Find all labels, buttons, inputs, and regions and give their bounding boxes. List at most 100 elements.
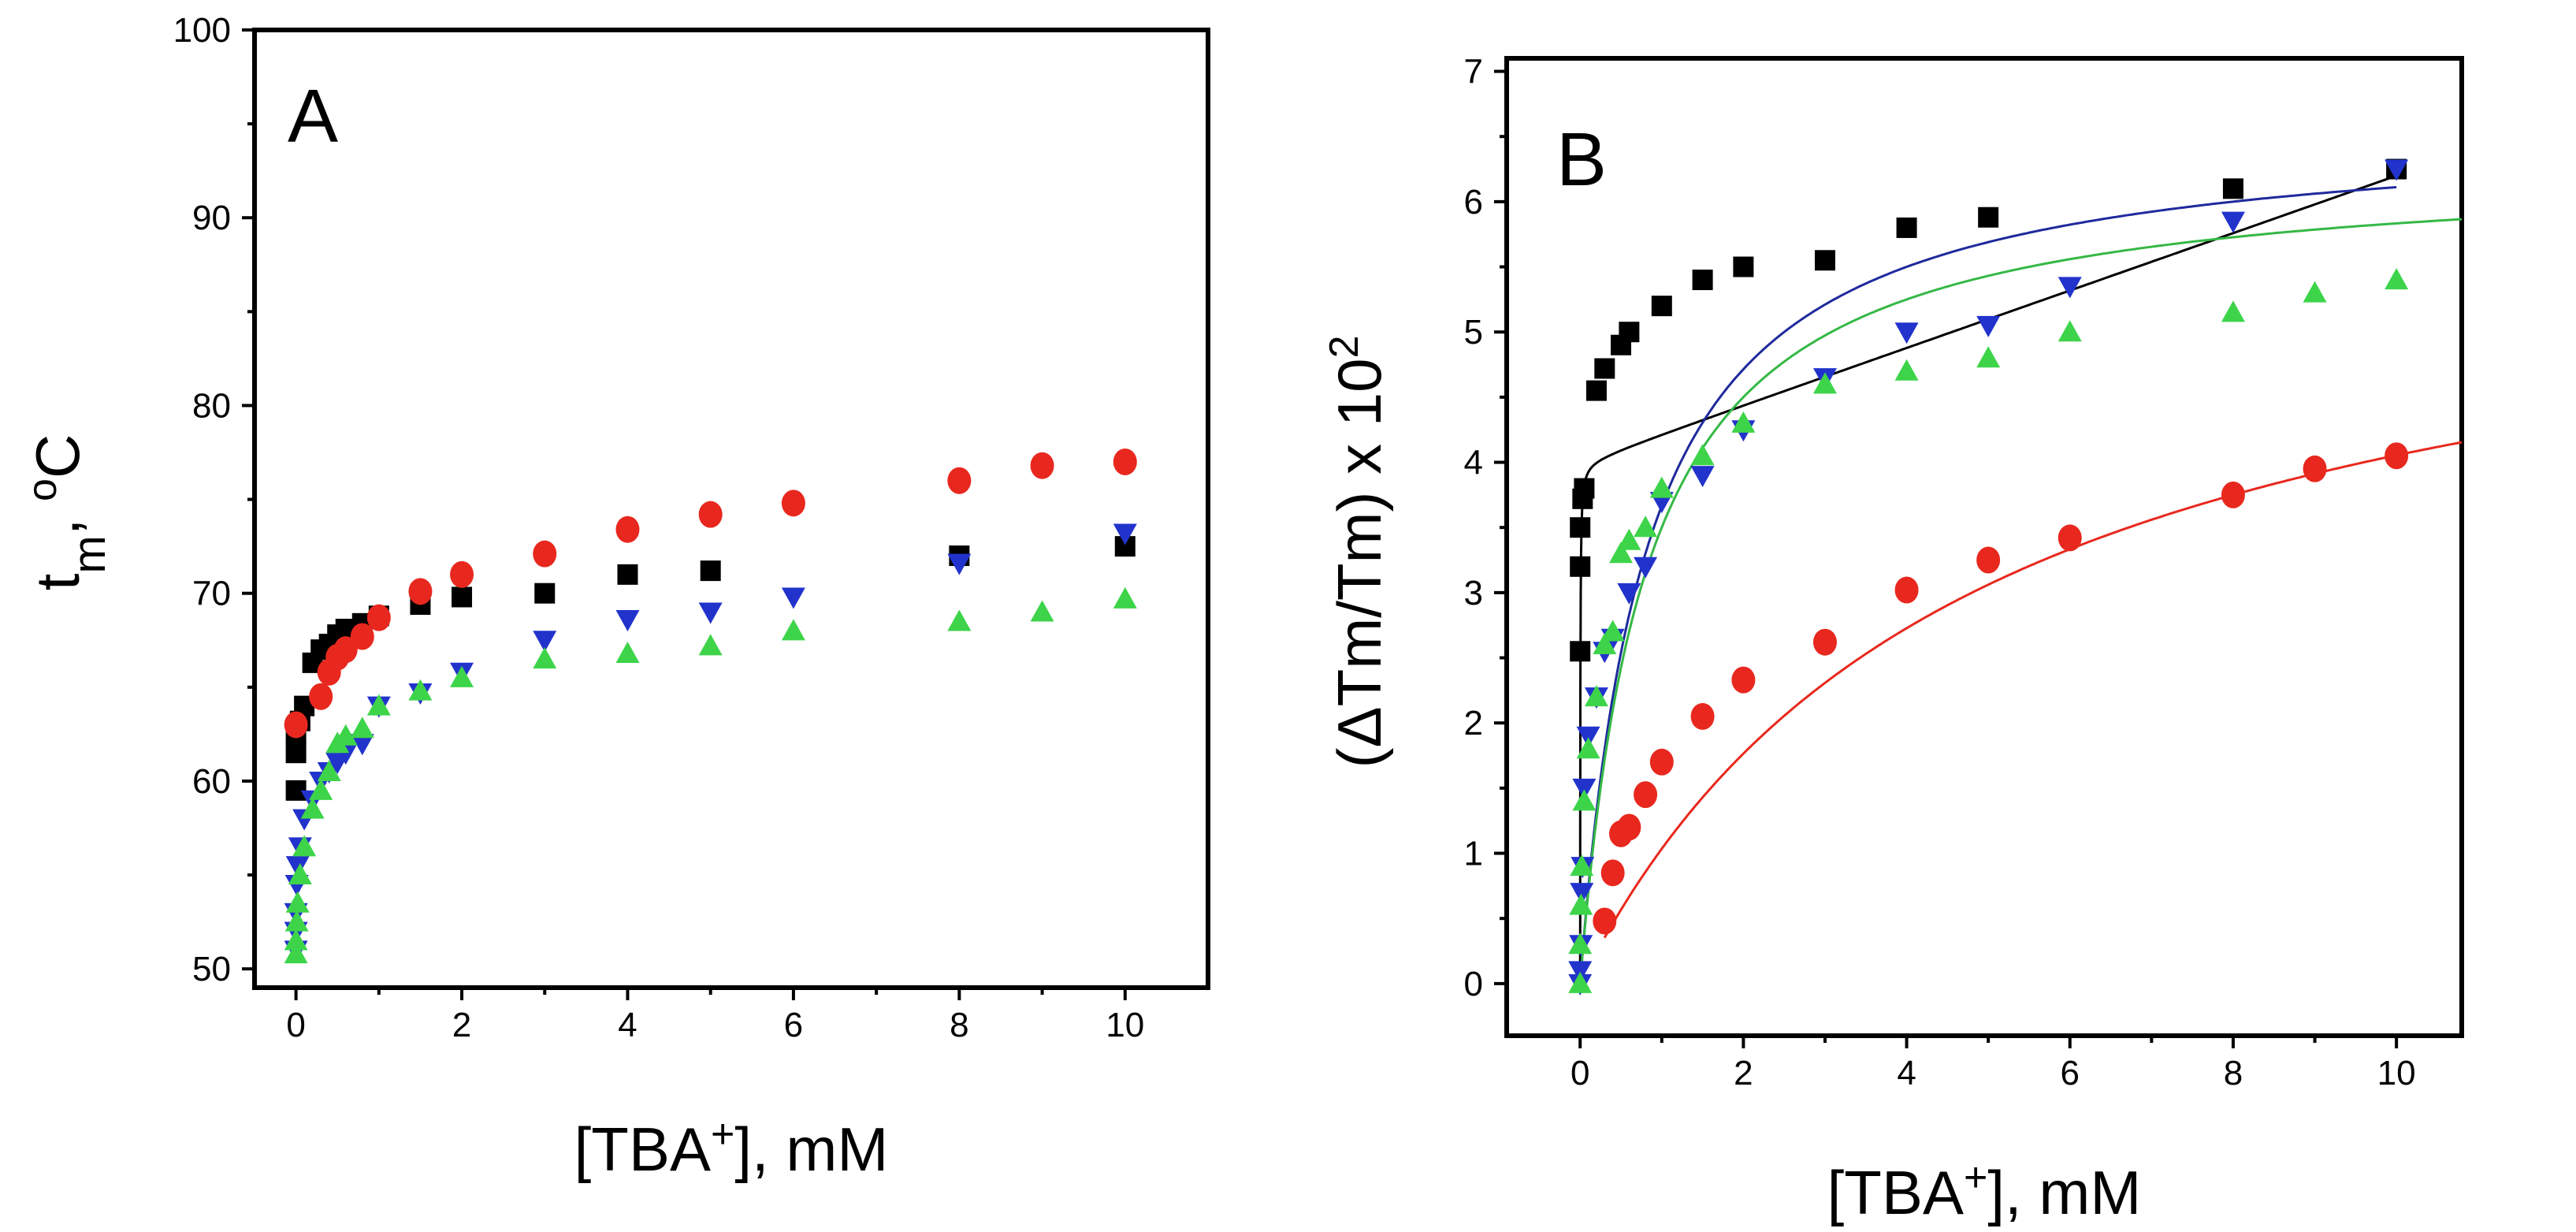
panel-b-data-point-triangle-up — [1569, 893, 1593, 915]
panel-b-data-point-square — [1815, 250, 1835, 271]
panel-b-data-point-triangle-down — [1576, 726, 1600, 748]
panel-a-data-point-triangle-up — [333, 724, 358, 746]
panel-b-data-point-triangle-up — [1976, 346, 2001, 368]
panel-b-data-point-square — [1585, 380, 1607, 401]
panel-a-data-point-triangle-up — [947, 609, 972, 631]
panel-b-y-tick-label: 2 — [1464, 704, 1483, 743]
panel-a-data-point-triangle-up — [698, 634, 723, 656]
panel-b-y-tick-label: 3 — [1464, 574, 1483, 612]
panel-a-data-point-triangle-up — [408, 679, 433, 701]
panel-a-data-point-triangle-up — [615, 641, 640, 663]
panel-a-data-point-square — [617, 564, 638, 585]
panel-a-y-tick-label: 90 — [192, 199, 231, 237]
panel-b-chart: 0 2 4 6 8 10 0 1 2 3 4 5 6 7 B [TBA+], mM (ΔTm/Tm) x … — [1321, 53, 2464, 1227]
panel-b-x-tick-label: 10 — [2377, 1054, 2416, 1092]
panel-b-data-point-circle — [1600, 859, 1625, 887]
panel-b-data-point-circle — [2303, 455, 2327, 482]
panel-b-fit-curve — [1578, 218, 2463, 984]
panel-b-fit-curve — [1578, 186, 2397, 984]
panel-a-data-point-triangle-up — [781, 619, 805, 641]
panel-b-data-point-triangle-up — [1894, 359, 1919, 381]
panel-a-data-point-triangle-up — [450, 665, 474, 687]
panel-a-data-point-circle — [350, 623, 374, 650]
panel-b-data-point-triangle-up — [1584, 685, 1608, 707]
panel-b-data-point-triangle-down — [1570, 883, 1594, 905]
panel-a-data-point-triangle-up — [309, 778, 333, 800]
panel-a-y-axis-title: tm, oC — [20, 434, 115, 591]
panel-b-data-point-triangle-up — [1576, 737, 1600, 759]
panel-a-data-point-circle — [450, 560, 474, 588]
panel-b-data-point-triangle-down — [2057, 277, 2082, 299]
panel-a-y-tick-label: 100 — [173, 11, 231, 50]
panel-a-data-point-triangle-up — [533, 647, 557, 669]
panel-a-data-point-triangle-up — [300, 797, 325, 819]
panel-b-data-point-triangle-up — [1649, 476, 1674, 498]
panel-b-data-point-square — [2222, 178, 2243, 199]
panel-b-data-point-circle — [1593, 907, 1617, 935]
panel-b-x-tick-label: 6 — [2061, 1054, 2080, 1092]
panel-a-data-point-circle — [284, 711, 308, 739]
panel-b-frame — [1504, 56, 2464, 1038]
panel-a-data-point-triangle-up — [1030, 600, 1054, 622]
panel-a-chart: 0 2 4 6 8 10 50 60 70 80 90 100 A [TBA+], mM tm, oC — [20, 11, 1210, 1184]
panel-a-y-tick-label: 70 — [192, 575, 231, 613]
panel-b-data-points — [1568, 158, 2409, 996]
panel-b-data-point-circle — [1813, 628, 1837, 656]
panel-b-data-point-triangle-up — [2221, 300, 2245, 322]
panel-a-data-point-triangle-down — [1113, 523, 1137, 545]
panel-a-data-points — [284, 448, 1137, 964]
panel-b-data-point-triangle-up — [1568, 932, 1593, 955]
panel-a-data-point-triangle-up — [366, 694, 391, 716]
panel-b-data-point-circle — [1894, 576, 1919, 604]
panel-a-data-point-triangle-down — [533, 631, 557, 653]
panel-b-data-point-triangle-down — [2221, 211, 2245, 233]
panel-b-y-tick-label: 4 — [1464, 444, 1483, 482]
panel-b-data-point-triangle-up — [1617, 528, 1641, 550]
panel-b-y-tick-label: 0 — [1464, 965, 1483, 1003]
panel-b-data-point-triangle-down — [1572, 778, 1597, 800]
panel-b-data-point-triangle-up — [1570, 854, 1594, 877]
panel-a-data-point-square — [700, 560, 721, 582]
panel-a-data-point-square — [452, 586, 473, 608]
panel-a-data-point-square — [534, 583, 556, 604]
panel-b-data-point-triangle-down — [1894, 322, 1919, 344]
panel-a-data-point-triangle-down — [947, 553, 972, 575]
panel-b-data-point-circle — [2057, 524, 2082, 552]
panel-a-x-tick-label: 6 — [784, 1006, 803, 1044]
panel-a-data-point-triangle-up — [317, 760, 341, 782]
panel-b-data-point-triangle-up — [1813, 372, 1837, 394]
panel-a-data-point-circle — [309, 683, 333, 710]
panel-a-data-point-triangle-down — [781, 587, 805, 609]
panel-b-data-point-circle — [1690, 702, 1715, 730]
panel-b-y-tick-label: 6 — [1464, 183, 1483, 221]
panel-b-fit-curve — [1603, 441, 2463, 939]
panel-a-data-point-square — [285, 743, 307, 764]
panel-b-data-point-circle — [2221, 481, 2245, 508]
panel-a-data-point-triangle-up — [292, 835, 317, 857]
panel-a-data-point-triangle-up — [350, 716, 374, 739]
panel-b-data-point-triangle-up — [1600, 620, 1625, 642]
panel-b-x-tick-label: 2 — [1734, 1054, 1753, 1092]
panel-b-x-tick-label: 8 — [2224, 1054, 2243, 1092]
panel-b-data-point-square — [1692, 270, 1713, 291]
panel-b-data-point-circle — [1617, 813, 1641, 841]
panel-b-data-point-triangle-up — [2385, 268, 2409, 290]
panel-a-data-point-circle — [698, 501, 723, 528]
panel-a-ticks: 0 2 4 6 8 10 50 60 70 80 90 100 — [173, 11, 1145, 1044]
panel-b-data-point-circle — [2385, 442, 2409, 470]
panel-b-ticks: 0 2 4 6 8 10 0 1 2 3 4 5 6 7 — [1464, 53, 2416, 1092]
panel-a-x-tick-label: 2 — [452, 1006, 471, 1044]
panel-a-data-point-circle — [781, 489, 805, 517]
panel-b-data-point-triangle-down — [1976, 315, 2001, 337]
panel-b-data-point-square — [1896, 217, 1917, 238]
panel-b-data-point-triangle-up — [1634, 516, 1658, 538]
panel-b-data-point-square — [1651, 296, 1672, 317]
panel-b-data-point-square — [1570, 641, 1591, 662]
panel-a-data-point-circle — [1030, 452, 1054, 479]
panel-b-data-point-square — [1978, 207, 1999, 228]
panel-a-data-point-triangle-down — [698, 602, 723, 624]
panel-b-x-tick-label: 4 — [1897, 1054, 1916, 1092]
panel-a-x-tick-label: 0 — [286, 1006, 305, 1044]
panel-a-y-tick-label: 80 — [192, 386, 231, 425]
